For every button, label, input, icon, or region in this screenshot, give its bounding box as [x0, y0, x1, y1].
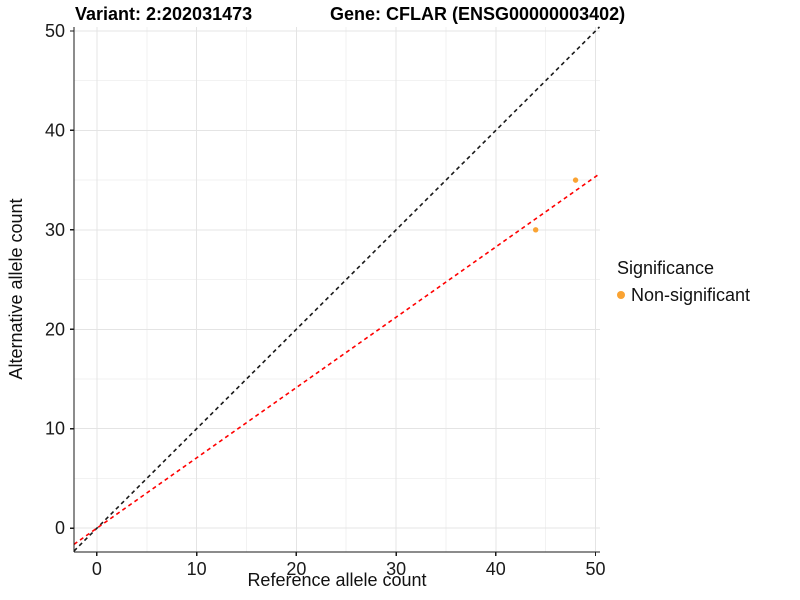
x-tick-label: 0: [92, 559, 102, 579]
data-point: [572, 177, 579, 183]
variant-title: Variant: 2:202031473: [75, 4, 253, 24]
data-point: [532, 227, 539, 233]
x-tick-label: 20: [286, 559, 306, 579]
y-tick-label: 40: [45, 120, 65, 140]
y-tick-label: 50: [45, 21, 65, 41]
x-tick-label: 30: [386, 559, 406, 579]
y-tick-label: 30: [45, 220, 65, 240]
legend-point-icon: [617, 291, 625, 299]
legend-entry-label: Non-significant: [631, 285, 751, 305]
x-tick-label: 50: [585, 559, 605, 579]
x-tick-label: 10: [187, 559, 207, 579]
y-tick-label: 10: [45, 419, 65, 439]
y-axis-title: Alternative allele count: [6, 198, 26, 380]
identity-line: [73, 26, 601, 552]
ratio-fit-line: [73, 172, 601, 545]
x-axis-title: Reference allele count: [247, 570, 427, 590]
legend-title: Significance: [617, 258, 715, 278]
y-tick-label: 20: [45, 319, 65, 339]
gene-title: Gene: CFLAR (ENSG00000003402): [330, 4, 626, 24]
y-tick-label: 0: [55, 518, 65, 538]
legend-entry: Non-significant: [617, 284, 750, 306]
x-tick-label: 40: [486, 559, 506, 579]
legend: Significance Non-significant: [617, 256, 750, 306]
